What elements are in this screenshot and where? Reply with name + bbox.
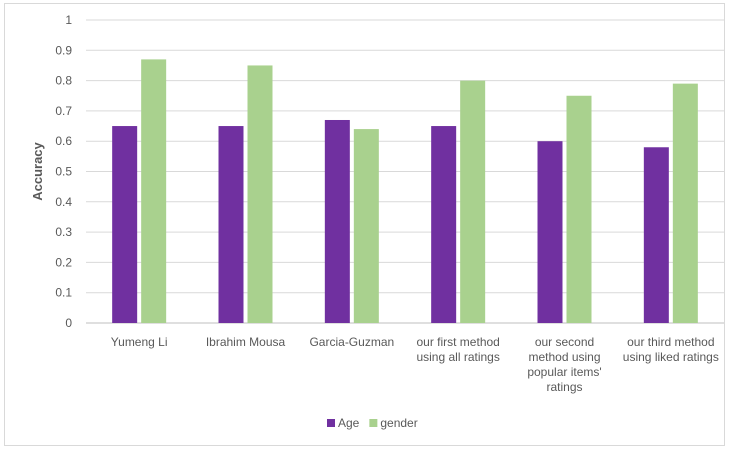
bar-gender-2 [353,129,379,323]
legend: Age gender [327,416,418,430]
category-label: Yumeng Li [111,335,168,349]
category-label: our second [535,335,594,349]
legend-label-gender: gender [380,416,417,430]
y-tick-label: 0.7 [55,104,72,118]
y-tick-label: 1 [65,13,72,27]
category-label: Garcia-Guzman [309,335,394,349]
category-label: our third method [627,335,714,349]
bar-gender-1 [247,65,273,323]
bar-gender-5 [672,83,698,323]
y-tick-label: 0.5 [55,165,72,179]
category-label: Ibrahim Mousa [206,335,286,349]
category-label: our first method [416,335,499,349]
category-label: ratings [546,380,582,394]
bar-age-1 [218,126,244,323]
category-labels: Yumeng Li Ibrahim Mousa Garcia-Guzman our f… [111,335,719,394]
category-label: method using [528,350,600,364]
grid-lines [86,19,724,324]
bar-age-4 [537,141,563,323]
y-tick-label: 0.3 [55,225,72,239]
y-tick-label: 0 [65,316,72,330]
bar-age-0 [112,126,138,323]
legend-swatch-gender [369,419,378,427]
y-tick-label: 0.8 [55,74,72,88]
bar-age-2 [324,119,350,324]
y-axis-label: Accuracy [30,141,45,200]
category-label: using all ratings [416,350,499,364]
y-tick-label: 0.1 [55,286,72,300]
category-label: popular items' [527,365,601,379]
y-tick-label: 0.9 [55,43,72,57]
legend-label-age: Age [338,416,360,430]
bar-gender-3 [460,80,486,323]
bar-gender-4 [566,95,592,323]
category-label: using liked ratings [623,350,719,364]
bar-age-5 [643,147,669,323]
legend-swatch-age [327,419,335,427]
y-tick-label: 0.2 [55,255,72,269]
bar-gender-0 [141,59,167,323]
y-tick-label: 0.6 [55,134,72,148]
bars [112,59,698,324]
bar-age-3 [431,126,457,323]
y-tick-labels: 0 0.1 0.2 0.3 0.4 0.5 0.6 0.7 0.8 0.9 1 [55,13,72,330]
y-tick-label: 0.4 [55,195,72,209]
